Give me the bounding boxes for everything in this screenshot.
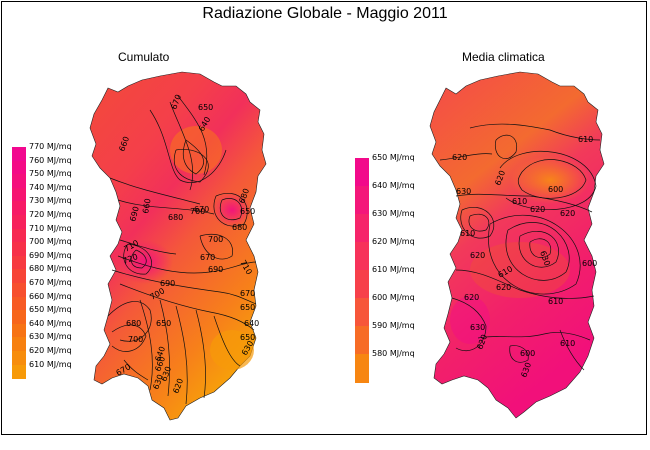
legend-swatch xyxy=(12,228,26,243)
right-panel-subtitle: Media climatica xyxy=(462,50,545,64)
left-contour-label: 660 xyxy=(141,198,153,215)
legend-label: 630 MJ/mq xyxy=(372,209,415,218)
legend-label: 660 MJ/mq xyxy=(29,291,72,301)
left-contour-label: 650 xyxy=(156,319,171,328)
right-contour-label: 620 xyxy=(470,251,485,260)
legend-swatch xyxy=(355,158,369,187)
legend-swatch xyxy=(12,255,26,270)
legend-swatch xyxy=(12,215,26,230)
legend-label: 770 MJ/mq xyxy=(29,142,72,151)
legend-swatch xyxy=(12,187,26,202)
legend-swatch xyxy=(12,201,26,216)
right-contour-label: 610 xyxy=(460,229,475,238)
legend-label: 710 MJ/mq xyxy=(29,223,72,233)
legend-label: 730 MJ/mq xyxy=(29,196,72,206)
left-contour-label: 680 xyxy=(126,319,141,328)
legend-label: 610 MJ/mq xyxy=(29,359,72,369)
legend-swatch xyxy=(12,174,26,189)
left-contour-label: 700 xyxy=(190,207,205,216)
legend-label: 740 MJ/mq xyxy=(29,182,72,192)
legend-swatch xyxy=(355,270,369,299)
left-contour-label: 690 xyxy=(208,265,223,274)
legend-swatch xyxy=(12,323,26,338)
right-contour-label: 620 xyxy=(464,293,479,302)
legend-label: 650 MJ/mq xyxy=(372,153,415,162)
right-contour-label: 610 xyxy=(548,297,563,306)
left-contour-label: 670 xyxy=(194,205,209,214)
legend-label: 640 MJ/mq xyxy=(29,318,72,328)
legend-label: 750 MJ/mq xyxy=(29,169,72,179)
legend-label: 760 MJ/mq xyxy=(29,155,72,165)
left-contour-label: 670 xyxy=(200,253,215,262)
legend-swatch xyxy=(12,269,26,284)
figure-frame xyxy=(1,1,647,435)
legend-swatch xyxy=(355,214,369,243)
legend-swatch xyxy=(12,310,26,325)
left-contour-label: 670 xyxy=(240,289,255,298)
left-contour-label: 650 xyxy=(240,207,255,216)
legend-label: 590 MJ/mq xyxy=(372,321,415,330)
legend-swatch xyxy=(12,351,26,366)
right-contour-label: 620 xyxy=(560,209,575,218)
left-contour-label: 690 xyxy=(160,279,175,288)
legend-swatch xyxy=(355,242,369,271)
left-contour-label: 650 xyxy=(240,303,255,312)
left-contour-label: 690 xyxy=(128,205,141,222)
left-contour-label: 650 xyxy=(240,333,255,342)
legend-swatch xyxy=(12,364,26,379)
legend-swatch xyxy=(355,298,369,327)
right-contour-label: 620 xyxy=(530,205,545,214)
left-contour-label: 680 xyxy=(168,213,183,222)
legend-label: 600 MJ/mq xyxy=(372,293,415,302)
legend-label: 580 MJ/mq xyxy=(372,349,415,358)
right-contour-label: 610 xyxy=(560,339,575,348)
legend-swatch xyxy=(12,242,26,257)
legend-label: 640 MJ/mq xyxy=(372,181,415,190)
right-contour-label: 620 xyxy=(496,283,511,292)
left-panel-subtitle: Cumulato xyxy=(118,50,170,64)
right-contour-label: 610 xyxy=(578,135,593,144)
right-contour-label: 600 xyxy=(582,259,597,268)
left-contour-label: 700 xyxy=(128,335,143,344)
left-map: 670 640 660 650 650 680 700 710 690 720 … xyxy=(89,71,267,421)
legend-label: 680 MJ/mq xyxy=(29,264,72,274)
legend-swatch xyxy=(12,160,26,175)
legend-label: 630 MJ/mq xyxy=(29,332,72,342)
legend-label: 620 MJ/mq xyxy=(372,237,415,246)
legend-label: 670 MJ/mq xyxy=(29,278,72,287)
legend-label: 610 MJ/mq xyxy=(372,265,415,274)
right-map: 610 620 620 600 610 620 630 610 620 630 … xyxy=(429,71,605,419)
left-contour-label: 700 xyxy=(208,235,223,244)
right-contour-label: 630 xyxy=(456,187,471,196)
left-contour-label: 680 xyxy=(232,223,247,232)
left-contour-label: 650 xyxy=(198,103,213,112)
right-contour-label: 630 xyxy=(470,323,485,332)
legend-swatch xyxy=(355,326,369,355)
legend-label: 700 MJ/mq xyxy=(29,237,72,247)
legend-label: 650 MJ/mq xyxy=(29,305,72,315)
legend-label: 690 MJ/mq xyxy=(29,250,72,260)
right-contour-label: 610 xyxy=(512,197,527,206)
legend-swatch xyxy=(355,186,369,215)
right-contour-label: 620 xyxy=(452,153,467,162)
legend-label: 720 MJ/mq xyxy=(29,210,72,219)
legend-swatch xyxy=(12,296,26,311)
legend-swatch xyxy=(12,337,26,352)
right-contour-label: 600 xyxy=(548,185,563,194)
legend-swatch xyxy=(355,354,369,383)
legend-swatch xyxy=(12,283,26,298)
legend-swatch xyxy=(12,147,26,162)
left-contour-label: 640 xyxy=(244,319,259,328)
right-contour-label: 600 xyxy=(520,349,535,358)
legend-label: 620 MJ/mq xyxy=(29,346,72,355)
figure-title: Radiazione Globale - Maggio 2011 xyxy=(202,5,448,22)
